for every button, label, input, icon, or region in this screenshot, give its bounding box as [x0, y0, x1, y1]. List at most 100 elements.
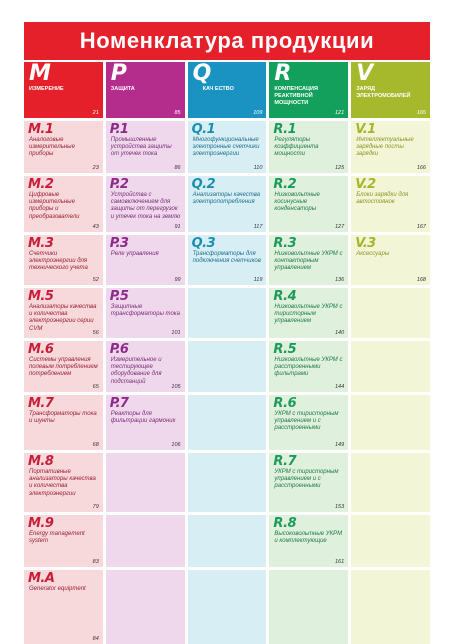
product-name: Низковольтные косинусные конденсаторы — [274, 192, 320, 213]
product-page: 119 — [253, 277, 263, 283]
product-page: 86 — [174, 165, 181, 171]
product-name: Низковольтные УКРМ с расстроенными фильт… — [274, 357, 343, 378]
product-name: Трансформаторы для подключения счетчиков — [192, 251, 261, 265]
product-cell-p3[interactable]: P.3 Реле управления 99 — [105, 235, 185, 285]
product-cell-r6[interactable]: R.6 УКРМ с тиристорным управлением и с ра… — [269, 395, 349, 450]
product-page: 56 — [92, 330, 99, 336]
product-code: P.2 — [109, 177, 129, 192]
header-letter: V — [356, 62, 373, 86]
product-cell-m2[interactable]: M.2 Цифровые измерительные приборы и прео… — [24, 176, 103, 232]
product-name: Низковольтные УКРМ с контакторным управл… — [274, 251, 343, 272]
product-name: Регуляторы коэффициента мощности — [274, 137, 319, 158]
product-code: R.1 — [273, 122, 297, 137]
empty-cell — [351, 570, 430, 644]
empty-cell — [105, 515, 185, 567]
product-cell-r4[interactable]: R.4 Низковольтные УКРМ с тиристорным упра… — [269, 288, 349, 338]
product-page: 43 — [92, 224, 99, 230]
product-code: M.6 — [28, 342, 54, 357]
product-cell-m3[interactable]: M.3 Счетчики электроэнергии для техническ… — [24, 235, 103, 285]
product-cell-m9[interactable]: M.9 Energy management system 83 — [24, 515, 103, 567]
header-reactive-power[interactable]: R КОМПЕНСАЦИЯ РЕАКТИВНОЙ МОЩНОСТИ 121 — [269, 62, 349, 118]
product-name: Защитные трансформаторы тока — [110, 304, 180, 318]
product-cell-v2[interactable]: V.2 Блоки зарядки для автостоянок 167 — [351, 176, 430, 232]
product-page: 52 — [92, 277, 99, 283]
header-name: ЗАЩИТА — [110, 86, 135, 92]
empty-cell — [187, 453, 267, 512]
product-cell-r5[interactable]: R.5 Низковольтные УКРМ с расстроенными фи… — [269, 341, 349, 392]
product-name: УКРМ с тиристорным управлением и с расст… — [274, 411, 339, 432]
product-page: 161 — [335, 559, 345, 565]
product-page: 84 — [92, 636, 99, 642]
product-cell-p7[interactable]: P.7 Реакторы для фильтрации гармоник 106 — [105, 395, 185, 450]
header-letter: M — [29, 62, 51, 86]
product-name: УКРМ с тиристорным управлением и с расст… — [274, 469, 339, 490]
empty-cell — [105, 570, 185, 644]
product-name: Анализаторы качества и количества электр… — [29, 304, 97, 332]
product-cell-p6[interactable]: P.6 Измерительное и тестирующее оборудова… — [105, 341, 185, 392]
product-cell-m1[interactable]: M.1 Аналоговые измерительные приборы 23 — [24, 121, 103, 173]
product-cell-m5[interactable]: M.5 Анализаторы качества и количества эле… — [24, 288, 103, 338]
header-letter: P — [110, 62, 127, 86]
product-name: Цифровые измерительные приборы и преобра… — [29, 192, 80, 220]
empty-cell — [187, 570, 267, 644]
product-code: M.3 — [28, 236, 54, 251]
product-cell-q1[interactable]: Q.1 Многофункциональные электронные счетч… — [187, 121, 267, 173]
empty-cell — [187, 515, 267, 567]
empty-cell — [351, 341, 430, 392]
header-name: Заряд электромобилей — [356, 86, 411, 99]
header-quality[interactable]: Q КАЧ ЕСТВО 109 — [187, 62, 267, 118]
header-name: ИЗМЕРЕНИЕ — [29, 86, 64, 92]
product-name: Счетчики электроэнергии для технического… — [29, 251, 88, 272]
product-name: Generator equipment — [29, 586, 86, 592]
product-code: M.5 — [28, 289, 54, 304]
product-cell-v3[interactable]: V.3 Аксессуары 168 — [351, 235, 430, 285]
header-protection[interactable]: P ЗАЩИТА 85 — [105, 62, 185, 118]
product-cell-m7[interactable]: M.7 Трансформаторы тока и шунты 68 — [24, 395, 103, 450]
product-cell-r2[interactable]: R.2 Низковольтные косинусные конденсаторы… — [269, 176, 349, 232]
product-grid: M ИЗМЕРЕНИЕ 21 P ЗАЩИТА 85 Q КАЧ ЕСТВО 1… — [24, 62, 430, 644]
product-cell-ma[interactable]: M.A Generator equipment 84 — [24, 570, 103, 644]
header-letter: R — [274, 62, 291, 86]
product-name: Промышленные устройства защиты от утечек… — [110, 137, 172, 158]
product-name: Анализаторы качества электропотребления — [192, 192, 261, 206]
product-name: Реле управления — [110, 251, 159, 257]
product-cell-r8[interactable]: R.8 Высоковольтные УКРМ и комплектующие 16… — [269, 515, 349, 567]
product-page: 65 — [92, 384, 99, 390]
product-cell-r1[interactable]: R.1 Регуляторы коэффициента мощности 125 — [269, 121, 349, 173]
product-page: 166 — [416, 165, 426, 171]
product-page: 23 — [92, 165, 99, 171]
empty-cell — [351, 453, 430, 512]
product-code: Q.3 — [191, 236, 216, 251]
product-page: 127 — [335, 224, 345, 230]
header-letter: Q — [192, 62, 212, 86]
product-name: Измерительное и тестирующее оборудование… — [110, 357, 162, 385]
header-ev-charging[interactable]: V Заряд электромобилей 165 — [351, 62, 430, 118]
product-page: 91 — [174, 224, 181, 230]
product-name: Многофункциональные электронные счетчики… — [192, 137, 260, 158]
header-measurement[interactable]: M ИЗМЕРЕНИЕ 21 — [24, 62, 103, 118]
product-cell-p1[interactable]: P.1 Промышленные устройства защиты от уте… — [105, 121, 185, 173]
product-cell-r3[interactable]: R.3 Низковольтные УКРМ с контакторным упр… — [269, 235, 349, 285]
product-code: P.7 — [109, 396, 129, 411]
product-name: Реакторы для фильтрации гармоник — [110, 411, 176, 425]
product-cell-q3[interactable]: Q.3 Трансформаторы для подключения счетчи… — [187, 235, 267, 285]
product-cell-m8[interactable]: M.8 Портативные анализаторы качества и ко… — [24, 453, 103, 512]
product-code: P.3 — [109, 236, 129, 251]
product-cell-q2[interactable]: Q.2 Анализаторы качества электропотреблен… — [187, 176, 267, 232]
product-page: 106 — [171, 442, 181, 448]
product-cell-p5[interactable]: P.5 Защитные трансформаторы тока 101 — [105, 288, 185, 338]
product-name: Трансформаторы тока и шунты — [29, 411, 97, 425]
product-cell-r7[interactable]: R.7 УКРМ с тиристорным управлением и с ра… — [269, 453, 349, 512]
product-code: R.8 — [273, 516, 297, 531]
product-page: 136 — [335, 277, 345, 283]
product-cell-p2[interactable]: P.2 Устройства с самовключением для защит… — [105, 176, 185, 232]
product-code: M.A — [28, 571, 55, 586]
header-name: КАЧ ЕСТВО — [202, 86, 234, 92]
empty-cell — [105, 453, 185, 512]
product-cell-v1[interactable]: V.1 Интеллектуальные зарядные посты заряд… — [351, 121, 430, 173]
product-code: P.1 — [109, 122, 129, 137]
product-page: 140 — [335, 330, 345, 336]
product-code: M.7 — [28, 396, 54, 411]
product-cell-m6[interactable]: M.6 Системы управления полевым потреблени… — [24, 341, 103, 392]
